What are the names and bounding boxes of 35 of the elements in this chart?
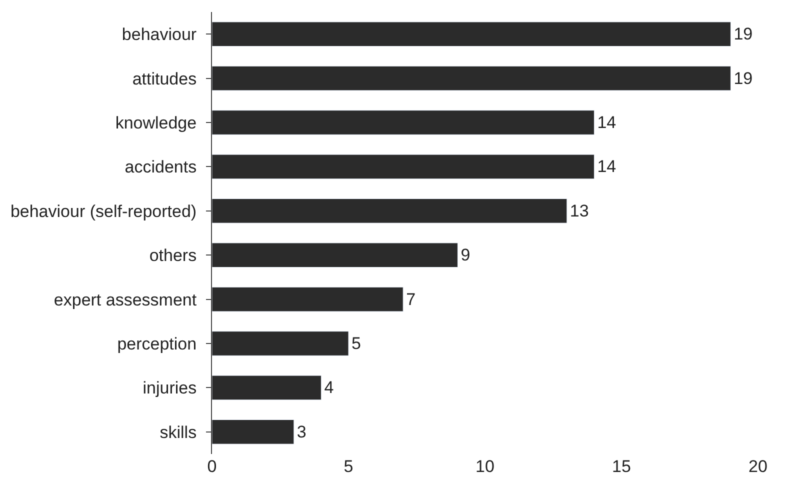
bar bbox=[212, 154, 594, 180]
bar bbox=[212, 66, 731, 91]
y-tick-label: knowledge bbox=[115, 113, 197, 132]
y-tick-label: behaviour bbox=[122, 25, 197, 44]
bar bbox=[212, 198, 568, 224]
data-label: 7 bbox=[406, 290, 416, 309]
data-label: 14 bbox=[597, 113, 616, 132]
y-tick-label: accidents bbox=[124, 158, 197, 177]
x-tick-label: 0 bbox=[207, 457, 217, 476]
data-label: 14 bbox=[597, 157, 616, 176]
data-label: 13 bbox=[570, 201, 589, 220]
data-label: 5 bbox=[352, 334, 361, 354]
bar bbox=[212, 420, 294, 444]
bar bbox=[212, 242, 458, 268]
bar bbox=[212, 375, 322, 400]
data-label: 9 bbox=[460, 246, 470, 265]
data-label: 3 bbox=[296, 422, 306, 442]
y-tick-label: behaviour (self-reported) bbox=[10, 202, 197, 221]
x-tick-label: 20 bbox=[748, 457, 768, 476]
bar bbox=[212, 110, 594, 135]
y-tick-label: attitudes bbox=[132, 69, 197, 88]
x-tick-label: 10 bbox=[476, 457, 494, 476]
x-tick-label: 5 bbox=[344, 457, 354, 476]
x-tick-label: 15 bbox=[612, 457, 631, 476]
y-tick-label: expert assessment bbox=[54, 290, 197, 310]
data-label: 19 bbox=[734, 68, 753, 88]
bar bbox=[212, 331, 349, 356]
data-label: 4 bbox=[324, 378, 334, 398]
data-label: 19 bbox=[734, 24, 753, 44]
bar bbox=[212, 286, 404, 312]
y-tick-label: perception bbox=[117, 334, 197, 354]
y-tick-label: others bbox=[149, 246, 197, 266]
y-tick-label: injuries bbox=[142, 378, 197, 398]
y-tick-label: skills bbox=[160, 422, 197, 442]
bar bbox=[212, 22, 731, 47]
